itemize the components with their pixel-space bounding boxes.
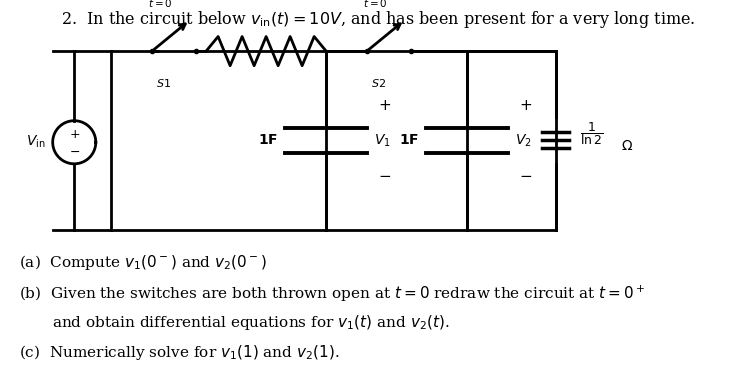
Text: $\mathbf{1F}$: $\mathbf{1F}$ xyxy=(398,134,419,147)
Text: $+$: $+$ xyxy=(69,128,80,141)
Text: and obtain differential equations for $v_1(t)$ and $v_2(t)$.: and obtain differential equations for $v… xyxy=(52,313,450,332)
Text: $S2$: $S2$ xyxy=(370,77,386,89)
Text: $+$: $+$ xyxy=(519,99,532,113)
Text: $+$: $+$ xyxy=(378,99,391,113)
Text: $S1$: $S1$ xyxy=(156,77,171,89)
Text: $-$: $-$ xyxy=(69,145,80,158)
Text: $V_{\mathrm{in}}$: $V_{\mathrm{in}}$ xyxy=(26,134,45,150)
Text: $V_2$: $V_2$ xyxy=(515,132,531,149)
Text: $V_1$: $V_1$ xyxy=(374,132,391,149)
Text: 2.  In the circuit below $v_{\mathrm{in}}(t) = 10V$, and has been present for a : 2. In the circuit below $v_{\mathrm{in}}… xyxy=(60,9,696,30)
Text: (c)  Numerically solve for $v_1(1)$ and $v_2(1)$.: (c) Numerically solve for $v_1(1)$ and $… xyxy=(19,343,339,362)
Text: $-$: $-$ xyxy=(519,168,532,182)
Text: $\dfrac{1}{\ln 2}$: $\dfrac{1}{\ln 2}$ xyxy=(581,120,603,147)
Text: $\Omega$: $\Omega$ xyxy=(621,139,633,153)
Text: $\mathbf{1F}$: $\mathbf{1F}$ xyxy=(258,134,278,147)
Text: $-$: $-$ xyxy=(378,168,391,182)
Text: (a)  Compute $v_1(0^-)$ and $v_2(0^-)$: (a) Compute $v_1(0^-)$ and $v_2(0^-)$ xyxy=(19,253,266,272)
Text: $t=0$: $t=0$ xyxy=(363,0,388,9)
Text: $t=0$: $t=0$ xyxy=(148,0,173,9)
Text: (b)  Given the switches are both thrown open at $t = 0$ redraw the circuit at $t: (b) Given the switches are both thrown o… xyxy=(19,283,645,304)
